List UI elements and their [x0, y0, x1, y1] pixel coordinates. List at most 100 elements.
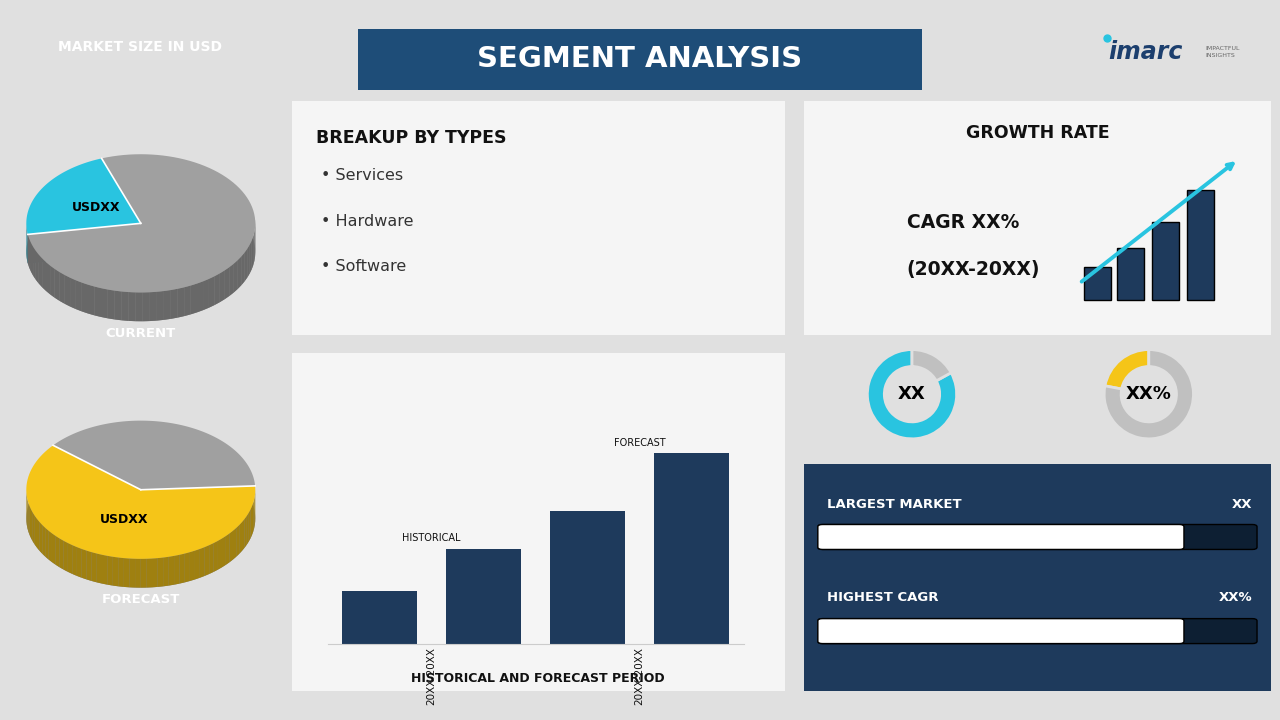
Polygon shape	[76, 280, 82, 311]
FancyBboxPatch shape	[818, 618, 1184, 644]
FancyBboxPatch shape	[790, 94, 1280, 342]
Polygon shape	[33, 247, 36, 279]
Polygon shape	[118, 557, 124, 587]
FancyBboxPatch shape	[818, 618, 1257, 644]
Polygon shape	[108, 289, 114, 320]
Text: FORECAST: FORECAST	[614, 438, 666, 448]
Polygon shape	[178, 287, 184, 318]
Bar	[654, 454, 730, 644]
Polygon shape	[102, 555, 108, 585]
Polygon shape	[229, 264, 234, 296]
Polygon shape	[251, 506, 252, 539]
Polygon shape	[234, 260, 238, 292]
Polygon shape	[218, 539, 221, 570]
Wedge shape	[1105, 349, 1149, 389]
Text: imarc: imarc	[1108, 40, 1183, 64]
Polygon shape	[146, 559, 152, 588]
Polygon shape	[197, 282, 204, 312]
FancyBboxPatch shape	[330, 26, 950, 93]
Polygon shape	[152, 558, 157, 588]
Polygon shape	[215, 274, 220, 305]
Text: (20XX-20XX): (20XX-20XX)	[906, 260, 1041, 279]
Polygon shape	[200, 547, 205, 577]
Polygon shape	[179, 554, 184, 584]
Polygon shape	[209, 543, 214, 574]
Polygon shape	[50, 266, 55, 297]
Polygon shape	[169, 556, 174, 585]
FancyBboxPatch shape	[818, 524, 1184, 549]
Polygon shape	[209, 276, 215, 307]
Polygon shape	[52, 420, 255, 490]
Polygon shape	[59, 272, 64, 304]
FancyBboxPatch shape	[1117, 248, 1144, 300]
Polygon shape	[64, 541, 68, 572]
Polygon shape	[242, 519, 244, 551]
Polygon shape	[29, 506, 31, 538]
Polygon shape	[233, 528, 237, 559]
Text: XX%: XX%	[1126, 385, 1171, 403]
Polygon shape	[88, 284, 95, 315]
Polygon shape	[28, 235, 29, 267]
Polygon shape	[205, 545, 209, 576]
Text: • Services: • Services	[321, 168, 403, 183]
Polygon shape	[27, 183, 255, 321]
Polygon shape	[195, 549, 200, 580]
Polygon shape	[238, 256, 242, 289]
Polygon shape	[164, 290, 170, 320]
Bar	[447, 549, 521, 644]
Polygon shape	[239, 522, 242, 554]
Text: GROWTH RATE: GROWTH RATE	[965, 124, 1110, 142]
Text: CURRENT: CURRENT	[106, 327, 175, 340]
Wedge shape	[1105, 349, 1193, 438]
Polygon shape	[184, 286, 191, 316]
Text: MARKET SIZE IN USD: MARKET SIZE IN USD	[58, 40, 221, 54]
Polygon shape	[55, 269, 59, 301]
Text: CAGR XX%: CAGR XX%	[906, 213, 1019, 232]
Polygon shape	[46, 262, 50, 294]
Polygon shape	[27, 158, 141, 235]
Polygon shape	[33, 513, 35, 544]
Polygon shape	[157, 557, 163, 587]
Polygon shape	[113, 557, 118, 586]
Text: XX: XX	[899, 385, 925, 403]
Polygon shape	[129, 559, 136, 588]
Polygon shape	[150, 292, 157, 321]
Polygon shape	[36, 251, 38, 284]
Polygon shape	[128, 292, 136, 321]
Polygon shape	[70, 278, 76, 309]
Polygon shape	[124, 558, 129, 588]
Text: BREAKUP BY TYPES: BREAKUP BY TYPES	[316, 129, 507, 147]
Polygon shape	[77, 547, 82, 577]
FancyBboxPatch shape	[785, 455, 1280, 701]
Polygon shape	[163, 557, 169, 586]
Polygon shape	[225, 267, 229, 299]
Polygon shape	[45, 528, 49, 559]
Polygon shape	[55, 536, 59, 567]
Polygon shape	[92, 552, 97, 582]
Polygon shape	[35, 516, 37, 548]
Polygon shape	[68, 543, 72, 574]
Polygon shape	[220, 270, 225, 302]
Wedge shape	[913, 349, 951, 381]
Polygon shape	[189, 551, 195, 581]
Text: LARGEST MARKET: LARGEST MARKET	[827, 498, 961, 510]
Polygon shape	[27, 449, 255, 588]
Polygon shape	[141, 559, 146, 588]
Text: FORECAST: FORECAST	[101, 593, 180, 606]
Polygon shape	[82, 549, 87, 580]
Polygon shape	[174, 555, 179, 585]
Polygon shape	[142, 292, 150, 321]
Polygon shape	[49, 531, 52, 562]
Polygon shape	[27, 445, 255, 559]
Polygon shape	[214, 541, 218, 572]
Polygon shape	[59, 539, 64, 570]
Polygon shape	[97, 554, 102, 584]
Polygon shape	[248, 510, 251, 541]
Polygon shape	[229, 531, 233, 562]
Polygon shape	[247, 513, 248, 545]
Polygon shape	[237, 525, 239, 557]
Polygon shape	[42, 258, 46, 291]
Polygon shape	[37, 519, 40, 551]
Polygon shape	[40, 522, 42, 554]
Text: XX: XX	[1231, 498, 1252, 510]
